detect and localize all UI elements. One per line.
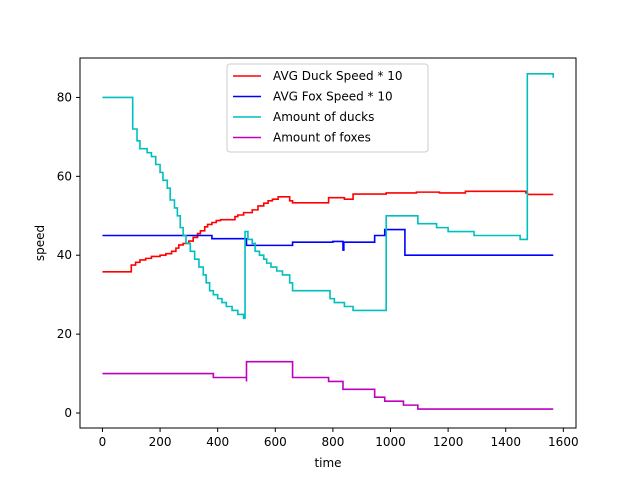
x-tick-label: 400 bbox=[206, 435, 229, 449]
legend-box bbox=[226, 63, 429, 153]
legend-label-3: Amount of ducks bbox=[273, 110, 374, 124]
y-axis: 0 20 40 60 80 bbox=[57, 90, 80, 420]
legend-label-4: Amount of foxes bbox=[273, 131, 371, 145]
series-line-4 bbox=[102, 360, 554, 410]
legend-label-2: AVG Fox Speed * 10 bbox=[273, 90, 393, 104]
x-tick-label: 1600 bbox=[548, 435, 579, 449]
x-tick-label: 0 bbox=[99, 435, 107, 449]
series-line-3 bbox=[102, 72, 555, 320]
y-axis-label: speed bbox=[33, 225, 47, 261]
y-tick-label: 80 bbox=[57, 90, 72, 104]
y-tick-label: 60 bbox=[57, 169, 72, 183]
y-tick-label: 40 bbox=[57, 248, 72, 262]
series-line-1 bbox=[102, 190, 554, 273]
plot-frame bbox=[79, 57, 577, 429]
series-layer bbox=[102, 72, 555, 410]
legend: AVG Duck Speed * 10 AVG Fox Speed * 10 Amo… bbox=[226, 63, 429, 153]
x-tick-label: 600 bbox=[264, 435, 287, 449]
legend-label-1: AVG Duck Speed * 10 bbox=[273, 69, 403, 83]
y-tick-label: 20 bbox=[57, 327, 72, 341]
y-tick-label: 0 bbox=[64, 406, 72, 420]
x-tick-label: 800 bbox=[321, 435, 344, 449]
x-axis: 0 200 400 600 800 1000 1200 1400 1600 bbox=[99, 428, 579, 449]
x-axis-label: time bbox=[314, 456, 341, 470]
x-tick-label: 1200 bbox=[433, 435, 464, 449]
x-tick-label: 1400 bbox=[490, 435, 521, 449]
x-tick-label: 1000 bbox=[375, 435, 406, 449]
x-tick-label: 200 bbox=[149, 435, 172, 449]
